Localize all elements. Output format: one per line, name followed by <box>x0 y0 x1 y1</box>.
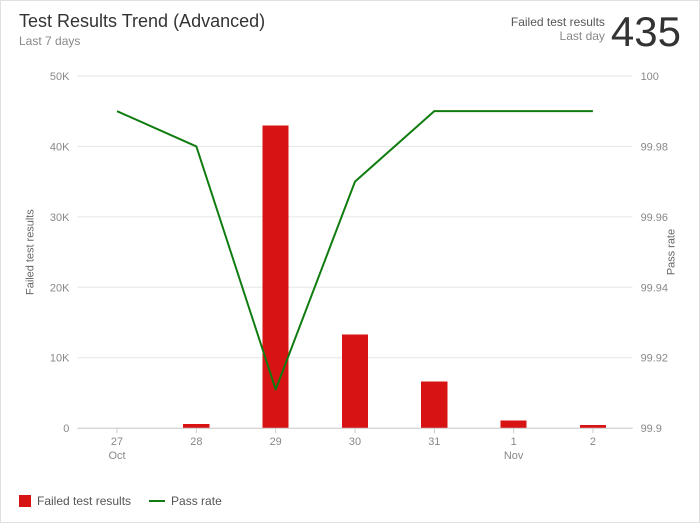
y-left-tick: 30K <box>50 212 70 224</box>
y-left-tick: 10K <box>50 353 70 365</box>
x-tick: 27 <box>111 436 123 448</box>
metric-label-secondary: Last day <box>511 29 605 43</box>
y-right-tick: 100 <box>641 71 659 83</box>
y-right-tick: 99.9 <box>641 423 662 435</box>
x-tick: 1 <box>511 436 517 448</box>
x-group-label: Oct <box>108 450 125 462</box>
legend-label: Pass rate <box>171 494 222 508</box>
metric-labels: Failed test results Last day <box>511 15 605 43</box>
y-left-tick: 0 <box>63 423 69 435</box>
y-right-axis-label: Pass rate <box>665 229 677 275</box>
x-tick: 2 <box>590 436 596 448</box>
y-right-tick: 99.92 <box>641 353 668 365</box>
y-left-tick: 50K <box>50 71 70 83</box>
test-results-card: Test Results Trend (Advanced) Last 7 day… <box>0 0 700 523</box>
y-right-tick: 99.94 <box>641 282 668 294</box>
y-left-tick: 40K <box>50 141 70 153</box>
y-right-tick: 99.96 <box>641 212 668 224</box>
bar <box>501 420 527 428</box>
x-tick: 29 <box>270 436 282 448</box>
legend-swatch <box>19 495 31 507</box>
metric-value: 435 <box>611 11 681 53</box>
x-tick: 28 <box>190 436 202 448</box>
x-tick: 31 <box>428 436 440 448</box>
bar <box>263 125 289 428</box>
y-left-axis-label: Failed test results <box>25 209 37 295</box>
chart-area: 0 10K 20K 30K 40K 50K 99.9 99.92 99.94 99.96 99.98… <box>19 66 681 472</box>
bar <box>183 424 209 428</box>
bar <box>342 335 368 429</box>
combo-chart: 0 10K 20K 30K 40K 50K 99.9 99.92 99.94 99.96 99.98… <box>19 66 681 472</box>
bar <box>421 382 447 428</box>
metric-block: Failed test results Last day 435 <box>511 11 681 53</box>
metric-label-primary: Failed test results <box>511 15 605 29</box>
x-tick: 30 <box>349 436 361 448</box>
legend: Failed test results Pass rate <box>19 494 240 508</box>
legend-dash <box>149 500 165 502</box>
legend-label: Failed test results <box>37 494 131 508</box>
y-left-tick: 20K <box>50 282 70 294</box>
card-header: Test Results Trend (Advanced) Last 7 day… <box>19 11 681 61</box>
x-group-label: Nov <box>504 450 524 462</box>
y-right-tick: 99.98 <box>641 141 668 153</box>
